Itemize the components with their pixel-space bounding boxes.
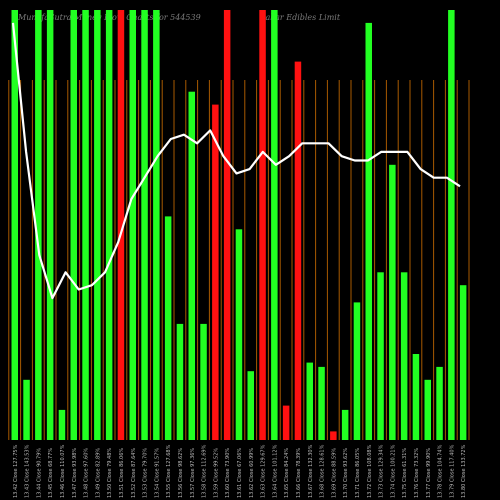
flow-bar (318, 366, 325, 440)
x-tick-label: 13.63 Close 129.67% (261, 444, 267, 498)
x-tick-label: 13.50 Close 79.48% (107, 448, 113, 498)
x-tick-label: 13.48 Close 97.60% (84, 448, 90, 498)
x-tick-label: 13.58 Close 112.69% (202, 444, 208, 498)
flow-bar (247, 371, 254, 440)
x-tick-label: 13.55 Close 127.68% (166, 444, 172, 498)
x-tick-label: 13.60 Close 73.90% (225, 448, 231, 498)
x-tick-label: 13.68 Close 128.61% (320, 444, 326, 498)
x-tick-label: 13.43 Close 143.53% (25, 444, 31, 498)
x-tick-label: 13.71 Close 86.05% (355, 448, 361, 498)
x-tick-label: 13.72 Close 108.08% (367, 444, 373, 498)
flow-bar (70, 10, 77, 440)
x-tick-label: 13.47 Close 93.98% (72, 448, 78, 498)
flow-bar (46, 10, 54, 440)
price-line (11, 22, 461, 300)
x-tick-label: 13.56 Close 98.62% (178, 448, 184, 498)
x-tick-label: 13.46 Close 110.07% (60, 444, 66, 498)
flow-bar (259, 10, 266, 440)
flow-bar (58, 409, 66, 440)
flow-bar (164, 216, 172, 440)
flow-bar (412, 354, 420, 440)
flow-bar (105, 10, 113, 440)
x-tick-label: 13.62 Close 60.99% (249, 448, 255, 498)
flow-bar (129, 10, 136, 440)
x-tick-label: 13.45 Close 68.77% (48, 448, 54, 498)
flow-bar (200, 323, 207, 440)
x-tick-label: 13.74 Close 100.21% (390, 444, 396, 498)
x-tick-label: 13.65 Close 84.24% (284, 448, 290, 498)
x-tick-label: 13.42 Close 127.75% (13, 444, 19, 498)
flow-bar (188, 91, 195, 440)
flow-bar (23, 379, 30, 440)
flow-bar (94, 10, 101, 440)
x-tick-label: 13.80 Close 133.72% (461, 444, 467, 498)
flow-bar (235, 229, 243, 440)
flow-bar (271, 10, 278, 440)
x-tick-label: 13.57 Close 97.36% (190, 448, 196, 498)
x-tick-label: 13.73 Close 129.34% (379, 444, 385, 498)
flow-bar (448, 10, 455, 440)
x-tick-label: 13.51 Close 86.06% (119, 448, 125, 498)
flow-bar (436, 366, 443, 440)
flow-bar (459, 285, 467, 440)
x-tick-label: 13.64 Close 101.12% (272, 444, 278, 498)
flow-bar (153, 10, 160, 440)
flow-bar (306, 362, 313, 440)
flow-bar (424, 379, 431, 440)
flow-bar (117, 10, 125, 440)
flow-bar (11, 10, 18, 440)
x-tick-label: 13.79 Close 117.40% (449, 444, 455, 498)
flow-bar (353, 302, 361, 440)
chart-title-right: Sakar Edibles Limit (260, 13, 341, 22)
flow-bar (82, 10, 89, 440)
flow-bar (176, 323, 184, 440)
x-tick-label: 13.75 Close 61.31% (402, 448, 408, 498)
flow-bar (212, 104, 219, 440)
flow-bar (389, 164, 396, 441)
x-tick-label: 13.61 Close 67.06% (237, 448, 243, 498)
x-tick-label: 13.67 Close 132.30% (308, 444, 314, 498)
flow-bar (141, 10, 148, 440)
x-tick-label: 13.53 Close 79.70% (143, 448, 149, 498)
flow-bar (330, 431, 337, 440)
flow-bar (35, 10, 42, 440)
x-tick-label: 13.70 Close 93.62% (343, 448, 349, 498)
x-tick-label: 13.49 Close 82.89% (95, 448, 101, 498)
flow-bar (377, 272, 384, 440)
flow-bar (365, 22, 372, 441)
x-tick-label: 13.76 Close 73.32% (414, 448, 420, 498)
flow-bar (400, 272, 408, 440)
flow-bar (341, 409, 349, 440)
flow-bar (223, 10, 231, 440)
x-tick-label: 13.44 Close 90.79% (36, 448, 42, 498)
x-tick-label: 13.69 Close 88.59% (331, 448, 337, 498)
x-tick-label: 13.66 Close 78.39% (296, 448, 302, 498)
x-tick-label: 13.78 Close 104.74% (438, 444, 444, 498)
flow-bar (294, 61, 302, 440)
x-tick-label: 13.59 Close 99.52% (213, 448, 219, 498)
x-tick-label: 13.77 Close 99.90% (426, 448, 432, 498)
flow-bar (282, 405, 290, 440)
x-tick-label: 13.54 Close 91.57% (154, 448, 160, 498)
x-tick-label: 13.52 Close 87.64% (131, 448, 137, 498)
